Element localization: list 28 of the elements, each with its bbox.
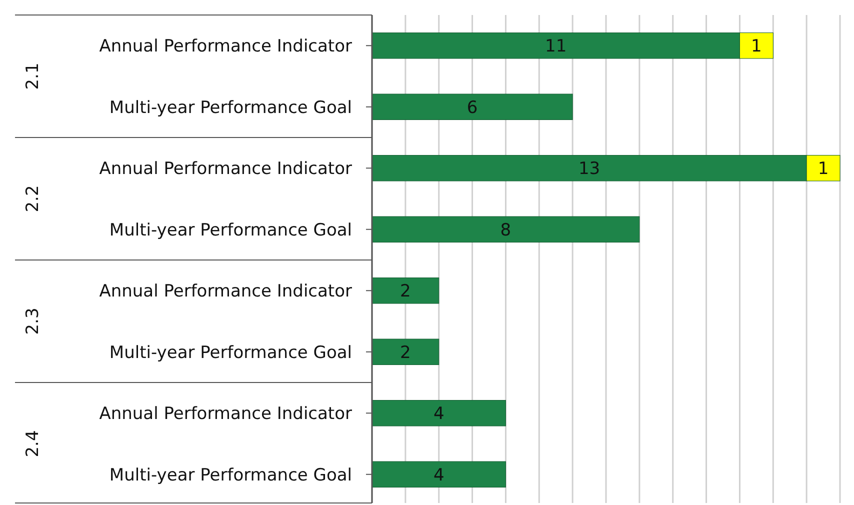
- y-tick-label: Annual Performance Indicator: [99, 159, 352, 180]
- text: 2.1: [23, 62, 43, 90]
- data-label: 4: [433, 465, 444, 486]
- y-tick-label: Annual Performance Indicator: [99, 282, 352, 302]
- bar: [372, 278, 440, 304]
- data-label: 2: [400, 342, 411, 363]
- bar: [372, 94, 573, 120]
- text: 2.2: [23, 185, 43, 212]
- data-label: 2: [400, 282, 411, 302]
- y-tick-label: Multi-year Performance Goal: [109, 98, 352, 118]
- bar: [372, 338, 440, 365]
- bar: [372, 400, 506, 426]
- bar: [372, 216, 640, 242]
- data-label: 1: [751, 36, 762, 57]
- data-label: 8: [500, 220, 512, 240]
- text: 2.4: [23, 430, 43, 458]
- y-tick-label: Annual Performance Indicator: [99, 36, 352, 57]
- y-tick-label: Multi-year Performance Goal: [109, 220, 352, 240]
- data-label: 4: [433, 404, 444, 424]
- bar: [372, 461, 506, 488]
- y-tick-label: Annual Performance Indicator: [99, 404, 352, 424]
- y-tick-label: Multi-year Performance Goal: [109, 342, 352, 363]
- data-label: 11: [545, 36, 567, 57]
- data-label: 13: [578, 159, 600, 180]
- data-label: 6: [466, 98, 478, 118]
- data-label: 1: [818, 159, 829, 180]
- y-tick-label: Multi-year Performance Goal: [109, 465, 352, 486]
- text: 2.3: [23, 308, 43, 335]
